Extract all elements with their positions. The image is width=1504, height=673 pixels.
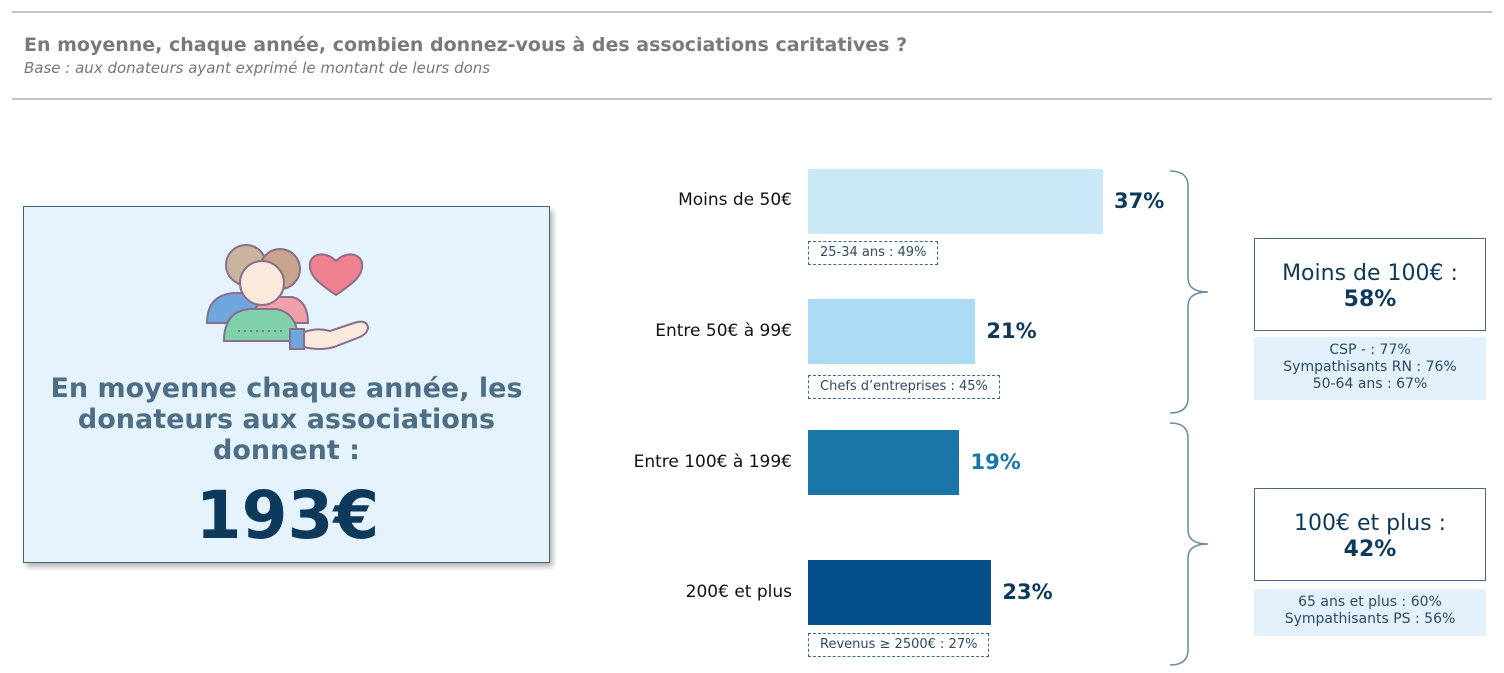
bar-0: [808, 169, 1103, 234]
group-details-1: 65 ans et plus : 60% Sympathisants PS : …: [1254, 589, 1486, 636]
average-description: En moyenne chaque année, les donateurs a…: [50, 373, 523, 466]
top-rule: [12, 11, 1492, 13]
category-label-2: Entre 100€ à 199€: [633, 452, 792, 472]
bracket-group-0: [1169, 170, 1209, 414]
category-label-3: 200€ et plus: [685, 582, 792, 602]
group-details-0: CSP - : 77% Sympathisants RN : 76% 50-64…: [1254, 337, 1486, 400]
average-value: 193€: [195, 477, 380, 554]
average-donation-box: En moyenne chaque année, les donateurs a…: [23, 206, 550, 563]
bar-3: [808, 560, 992, 625]
bracket-group-1: [1169, 422, 1209, 666]
bar-value-0: 37%: [1114, 189, 1165, 213]
group-detail-0-1: Sympathisants RN : 76%: [1283, 359, 1457, 375]
group-detail-0-0: CSP - : 77%: [1329, 342, 1411, 358]
group-label-0: Moins de 100€ :: [1282, 261, 1458, 286]
category-label-0: Moins de 50€: [678, 190, 792, 210]
group-detail-0-2: 50-64 ans : 67%: [1312, 376, 1428, 392]
bar-note-0: 25-34 ans : 49%: [808, 241, 939, 265]
group-brackets: [1169, 170, 1209, 666]
bar-2: [808, 430, 960, 495]
question-title: En moyenne, chaque année, combien donnez…: [24, 34, 908, 56]
question-base: Base : aux donateurs ayant exprimé le mo…: [24, 59, 491, 77]
group-detail-1-1: Sympathisants PS : 56%: [1284, 611, 1456, 627]
bar-value-2: 19%: [970, 450, 1021, 474]
group-detail-1-0: 65 ans et plus : 60%: [1298, 594, 1442, 610]
bar-1: [808, 299, 976, 364]
group-value-0: 58%: [1343, 287, 1397, 312]
header-rule: [12, 98, 1492, 100]
bar-value-3: 23%: [1002, 580, 1053, 604]
category-label-1: Entre 50€ à 99€: [655, 321, 792, 341]
group-label-1: 100€ et plus :: [1293, 511, 1447, 536]
group-summary-0: Moins de 100€ : 58%: [1254, 238, 1486, 331]
bar-value-1: 21%: [986, 319, 1037, 343]
bar-note-1: Chefs d’entreprises : 45%: [808, 375, 1000, 399]
donors-heart-hand-icon: [205, 244, 370, 350]
bar-note-3: Revenus ≥ 2500€ : 27%: [808, 633, 990, 657]
group-value-1: 42%: [1343, 537, 1397, 562]
group-summary-1: 100€ et plus : 42%: [1254, 488, 1486, 581]
